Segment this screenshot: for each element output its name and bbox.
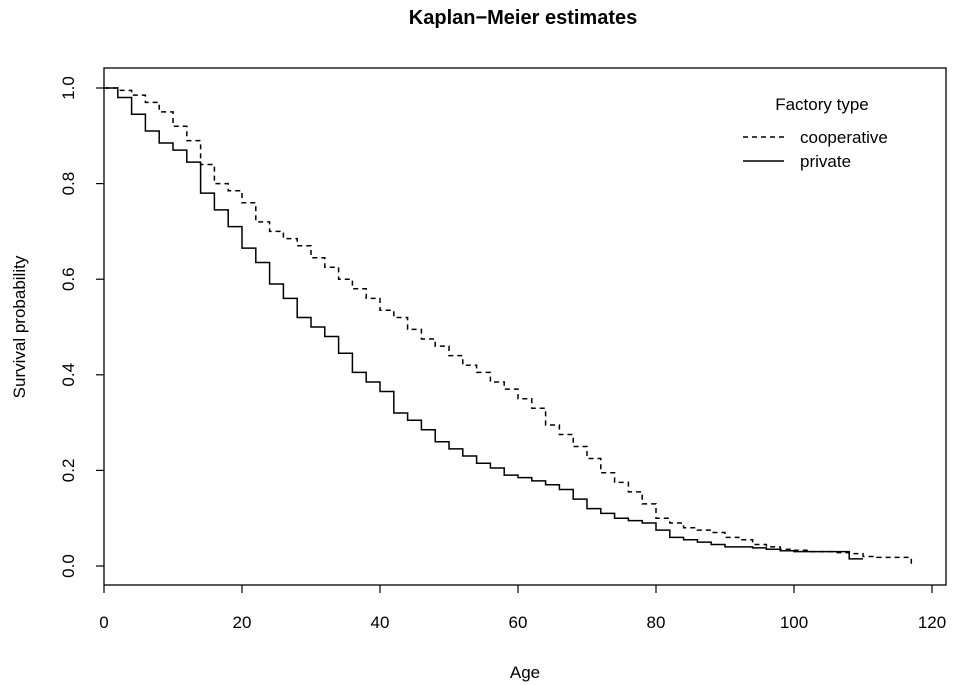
series-line-cooperative: [104, 87, 913, 566]
y-tick-label: 0.0: [59, 554, 78, 578]
legend: Factory type cooperative private: [743, 95, 888, 171]
legend-label-cooperative: cooperative: [800, 128, 888, 147]
x-tick-label: 40: [371, 613, 390, 632]
x-tick-label: 100: [780, 613, 808, 632]
series-layer: [104, 87, 913, 566]
x-tick-label: 60: [509, 613, 528, 632]
y-tick-label: 0.4: [59, 363, 78, 387]
y-tick-label: 1.0: [59, 76, 78, 100]
y-tick-label: 0.2: [59, 459, 78, 483]
y-tick-label: 0.8: [59, 172, 78, 196]
legend-label-private: private: [800, 152, 851, 171]
plot-frame: [103, 67, 947, 586]
legend-title: Factory type: [775, 95, 869, 114]
x-axis: 0 20 40 60 80 100 120: [99, 585, 946, 632]
y-axis-label: Survival probability: [10, 255, 29, 398]
y-axis: 0.0 0.2 0.4 0.6 0.8 1.0: [59, 76, 104, 578]
x-tick-label: 120: [918, 613, 946, 632]
x-axis-label: Age: [510, 663, 540, 682]
chart-title: Kaplan−Meier estimates: [409, 7, 637, 29]
x-tick-label: 0: [99, 613, 108, 632]
x-tick-label: 20: [233, 613, 252, 632]
y-tick-label: 0.6: [59, 267, 78, 291]
series-line-private: [104, 87, 863, 560]
x-tick-label: 80: [647, 613, 666, 632]
